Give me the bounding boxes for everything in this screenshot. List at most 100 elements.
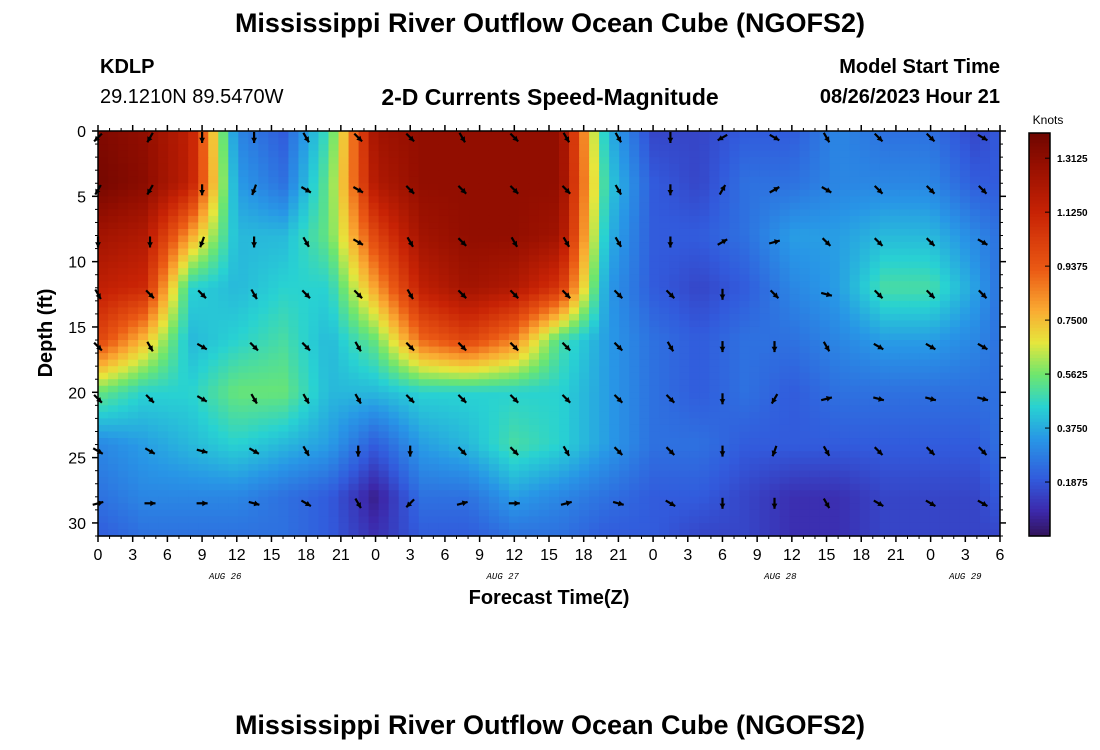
- heatmap-cell: [528, 418, 540, 426]
- heatmap-cell: [829, 405, 841, 413]
- heatmap-cell: [979, 209, 991, 217]
- heatmap-cell: [959, 379, 971, 387]
- heatmap-cell: [538, 457, 550, 465]
- heatmap-cell: [959, 268, 971, 276]
- heatmap-cell: [128, 170, 139, 178]
- heatmap-cell: [859, 255, 871, 263]
- heatmap-cell: [639, 235, 650, 243]
- heatmap-cell: [829, 228, 841, 237]
- heatmap-cell: [158, 424, 169, 433]
- heatmap-cell: [639, 326, 650, 335]
- heatmap-cell: [478, 398, 490, 406]
- heatmap-cell: [328, 464, 340, 472]
- heatmap-cell: [298, 215, 310, 224]
- heatmap-cell: [919, 137, 931, 145]
- heatmap-cell: [799, 366, 811, 374]
- heatmap-cell: [358, 379, 370, 387]
- heatmap-cell: [619, 418, 630, 426]
- heatmap-cell: [619, 333, 630, 341]
- heatmap-cell: [238, 340, 249, 348]
- heatmap-cell: [298, 372, 310, 380]
- heatmap-cell: [488, 438, 500, 446]
- heatmap-cell: [488, 411, 500, 420]
- heatmap-cell: [368, 346, 380, 354]
- heatmap-cell: [869, 307, 881, 315]
- heatmap-cell: [148, 431, 159, 439]
- heatmap-cell: [689, 202, 700, 210]
- heatmap-cell: [659, 215, 670, 224]
- heatmap-cell: [358, 346, 370, 354]
- heatmap-cell: [679, 431, 690, 439]
- heatmap-cell: [528, 411, 540, 420]
- heatmap-cell: [308, 202, 320, 210]
- heatmap-cell: [569, 242, 580, 250]
- heatmap-cell: [729, 300, 741, 308]
- heatmap-cell: [138, 170, 149, 178]
- heatmap-cell: [538, 137, 550, 145]
- heatmap-cell: [909, 320, 921, 328]
- heatmap-cell: [118, 209, 129, 217]
- heatmap-cell: [699, 307, 710, 315]
- heatmap-cell: [869, 359, 881, 367]
- heatmap-cell: [308, 189, 320, 197]
- heatmap-cell: [689, 131, 700, 139]
- heatmap-cell: [669, 222, 680, 230]
- heatmap-cell: [428, 392, 440, 400]
- heatmap-cell: [428, 438, 440, 446]
- heatmap-cell: [889, 131, 901, 139]
- heatmap-cell: [759, 150, 771, 158]
- heatmap-cell: [158, 470, 169, 478]
- heatmap-cell: [468, 470, 480, 478]
- heatmap-cell: [118, 300, 129, 308]
- heatmap-cell: [138, 398, 149, 406]
- heatmap-cell: [849, 313, 861, 322]
- heatmap-cell: [889, 451, 901, 459]
- heatmap-cell: [528, 451, 540, 459]
- heatmap-cell: [909, 313, 921, 322]
- heatmap-cell: [388, 398, 400, 406]
- heatmap-cell: [829, 202, 841, 210]
- heatmap-cell: [378, 294, 390, 302]
- heatmap-cell: [609, 170, 620, 178]
- heatmap-cell: [128, 183, 139, 191]
- heatmap-cell: [559, 418, 570, 426]
- heatmap-cell: [258, 261, 269, 269]
- heatmap-cell: [368, 176, 380, 184]
- heatmap-cell: [378, 353, 390, 361]
- heatmap-cell: [649, 222, 660, 230]
- heatmap-cell: [388, 418, 400, 426]
- heatmap-cell: [649, 183, 660, 191]
- heatmap-cell: [498, 385, 510, 393]
- heatmap-cell: [508, 235, 520, 243]
- heatmap-cell: [288, 144, 300, 152]
- heatmap-cell: [889, 307, 901, 315]
- heatmap-cell: [138, 366, 149, 374]
- heatmap-cell: [158, 398, 169, 406]
- heatmap-cell: [769, 372, 781, 380]
- heatmap-cell: [639, 248, 650, 256]
- heatmap-cell: [518, 366, 530, 374]
- heatmap-cell: [128, 438, 139, 446]
- heatmap-cell: [238, 189, 249, 197]
- heatmap-cell: [228, 248, 239, 256]
- heatmap-cell: [919, 457, 931, 465]
- heatmap-cell: [599, 398, 610, 406]
- heatmap-cell: [388, 333, 400, 341]
- heatmap-cell: [518, 483, 530, 491]
- heatmap-cell: [118, 451, 129, 459]
- heatmap-cell: [779, 183, 791, 191]
- heatmap-cell: [308, 255, 320, 263]
- heatmap-cell: [569, 464, 580, 472]
- heatmap-cell: [348, 196, 360, 204]
- heatmap-cell: [438, 326, 450, 335]
- heatmap-cell: [518, 431, 530, 439]
- heatmap-cell: [749, 353, 761, 361]
- heatmap-cell: [418, 137, 430, 145]
- heatmap-cell: [528, 470, 540, 478]
- heatmap-cell: [909, 372, 921, 380]
- heatmap-cell: [408, 170, 420, 178]
- heatmap-cell: [378, 144, 390, 152]
- heatmap-cell: [458, 215, 470, 224]
- heatmap-cell: [879, 287, 891, 295]
- heatmap-cell: [579, 261, 590, 269]
